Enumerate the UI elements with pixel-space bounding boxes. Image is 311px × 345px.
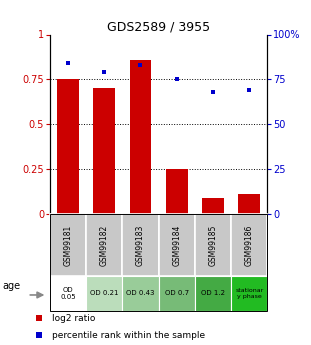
- Bar: [166, 169, 188, 214]
- Bar: [93, 88, 115, 214]
- Bar: [122, 214, 159, 276]
- Point: [247, 87, 252, 93]
- Text: GSM99186: GSM99186: [245, 224, 254, 266]
- Text: OD 0.43: OD 0.43: [126, 290, 155, 296]
- Text: age: age: [2, 282, 21, 291]
- Point: [37, 315, 42, 321]
- Bar: [122, 276, 159, 310]
- Bar: [239, 194, 260, 214]
- Text: percentile rank within the sample: percentile rank within the sample: [52, 331, 205, 340]
- Point: [211, 89, 216, 95]
- Text: OD 0.21: OD 0.21: [90, 290, 118, 296]
- Bar: [159, 276, 195, 310]
- Point: [174, 77, 179, 82]
- Text: stationar
y phase: stationar y phase: [235, 288, 263, 299]
- Bar: [231, 214, 267, 276]
- Text: log2 ratio: log2 ratio: [52, 314, 95, 323]
- Bar: [159, 214, 195, 276]
- Text: GSM99182: GSM99182: [100, 224, 109, 266]
- Text: GSM99185: GSM99185: [209, 224, 217, 266]
- Bar: [202, 198, 224, 214]
- Bar: [231, 276, 267, 310]
- Title: GDS2589 / 3955: GDS2589 / 3955: [107, 20, 210, 33]
- Text: GSM99184: GSM99184: [172, 224, 181, 266]
- Text: OD
0.05: OD 0.05: [60, 287, 76, 300]
- Bar: [50, 214, 86, 276]
- Point: [102, 69, 107, 75]
- Bar: [195, 214, 231, 276]
- Bar: [57, 79, 79, 214]
- Bar: [195, 276, 231, 310]
- Bar: [130, 60, 151, 214]
- Point: [138, 62, 143, 68]
- Point: [65, 60, 70, 66]
- Bar: [86, 214, 122, 276]
- Text: GSM99181: GSM99181: [63, 224, 72, 266]
- Bar: [86, 276, 122, 310]
- Point: [37, 333, 42, 338]
- Text: OD 1.2: OD 1.2: [201, 290, 225, 296]
- Bar: [50, 276, 86, 310]
- Text: OD 0.7: OD 0.7: [165, 290, 189, 296]
- Text: GSM99183: GSM99183: [136, 224, 145, 266]
